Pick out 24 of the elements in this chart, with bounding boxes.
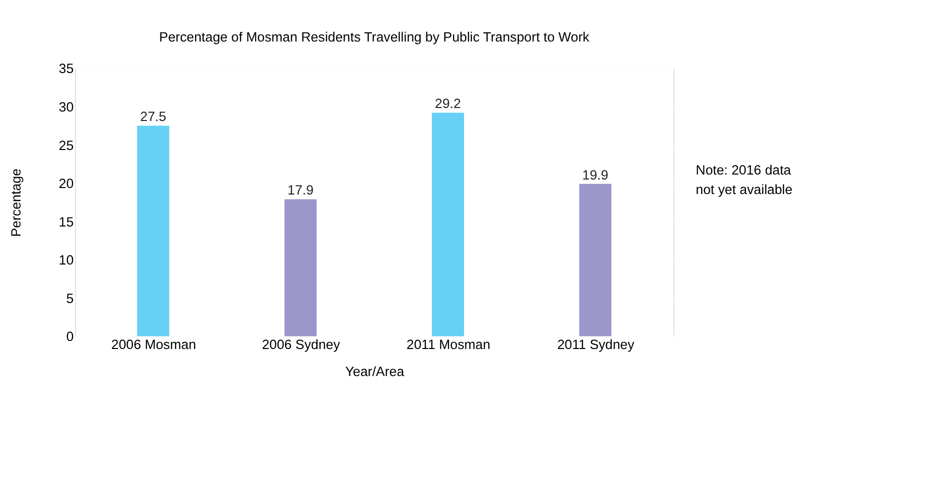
data-label: 17.9 bbox=[288, 182, 314, 198]
y-axis-title: Percentage bbox=[8, 168, 24, 237]
bar bbox=[284, 199, 317, 336]
y-tick-label: 35 bbox=[58, 61, 74, 76]
data-label: 29.2 bbox=[434, 96, 461, 112]
y-tick-label: 5 bbox=[66, 290, 74, 306]
y-tick-label: 15 bbox=[58, 214, 74, 230]
x-tick-label: 2006 Sydney bbox=[262, 337, 340, 352]
chart-title: Percentage of Mosman Residents Travelling by Public Transport to Work bbox=[159, 29, 590, 44]
data-label: 27.5 bbox=[140, 109, 166, 124]
y-tick-label: 20 bbox=[58, 176, 74, 192]
x-tick-label: 2011 Sydney bbox=[557, 337, 635, 352]
bar bbox=[137, 126, 170, 336]
y-tick-label: 0 bbox=[66, 329, 74, 344]
y-tick-label: 10 bbox=[58, 252, 74, 268]
x-tick-label: 2011 Mosman bbox=[406, 337, 490, 352]
x-axis-title: Year/Area bbox=[345, 364, 405, 379]
bar bbox=[432, 112, 464, 336]
x-tick-label: 2006 Mosman bbox=[111, 337, 196, 352]
bar bbox=[579, 184, 612, 336]
y-tick-label: 30 bbox=[58, 99, 74, 114]
text: Note: 2016 data not yet available bbox=[696, 162, 792, 198]
y-tick-label: 25 bbox=[58, 138, 74, 153]
data-label: 19.9 bbox=[582, 167, 608, 182]
